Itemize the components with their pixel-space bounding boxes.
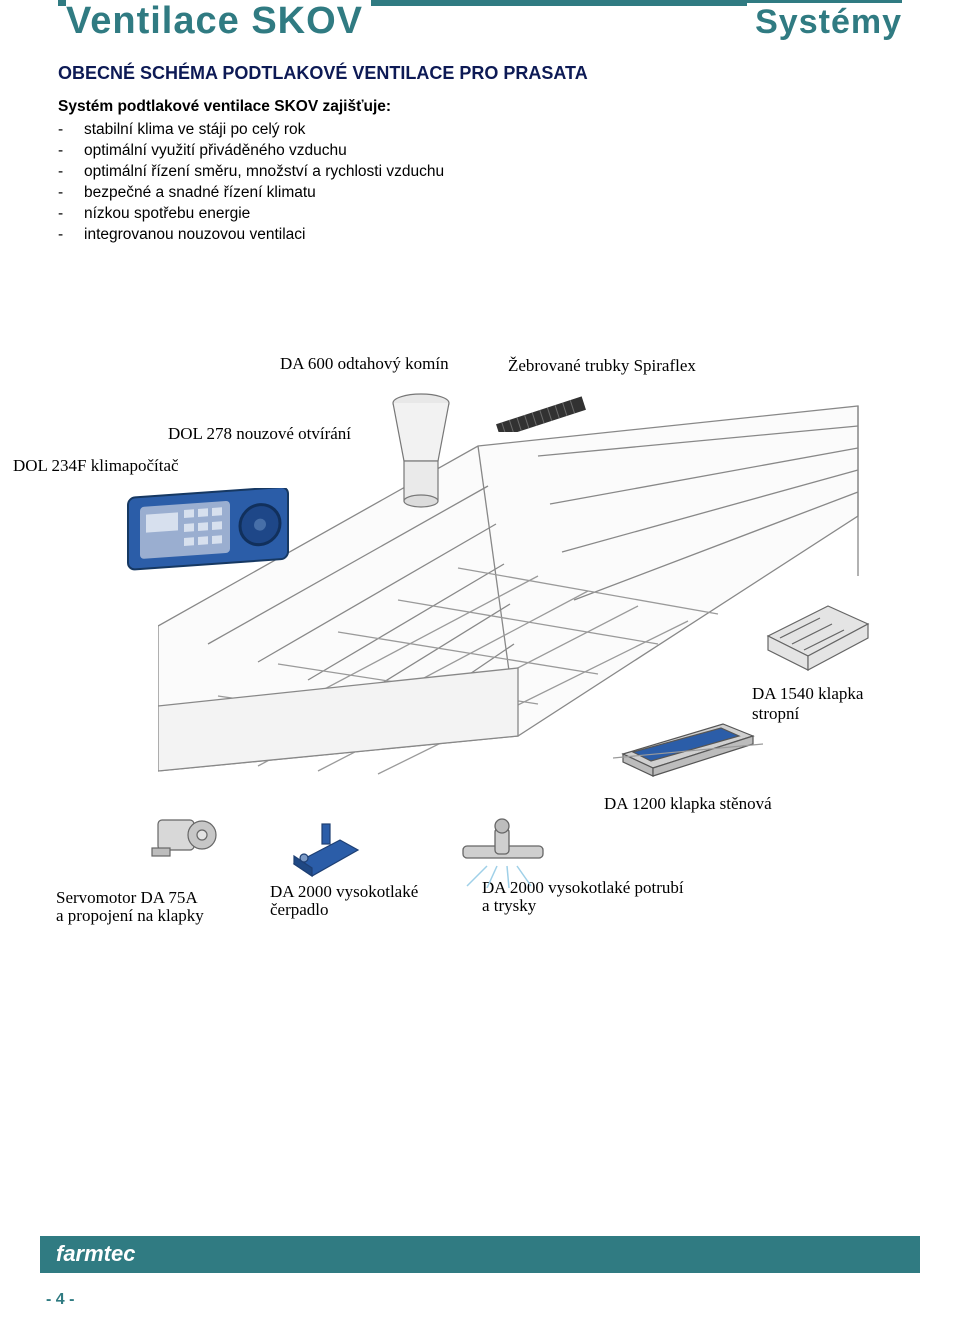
section-title: OBECNÉ SCHÉMA PODTLAKOVÉ VENTILACE PRO P… xyxy=(58,63,902,84)
bullet-text: stabilní klima ve stáji po celý rok xyxy=(84,120,305,141)
bullet-item: -bezpečné a snadné řízení klimatu xyxy=(58,183,902,204)
bullet-item: -optimální řízení směru, množství a rych… xyxy=(58,162,902,183)
bullet-text: optimální využití přiváděného vzduchu xyxy=(84,141,347,162)
ceiling-inlet-icon xyxy=(758,596,878,676)
label-pipes: Žebrované trubky Spiraflex xyxy=(508,356,696,376)
footer-logo: farmtec xyxy=(56,1241,135,1267)
header-title-right: Systémy xyxy=(747,3,902,42)
label-chimney: DA 600 odtahový komín xyxy=(280,354,449,374)
dash-icon: - xyxy=(58,183,84,204)
dash-icon: - xyxy=(58,162,84,183)
dash-icon: - xyxy=(58,141,84,162)
intro-line: Systém podtlakové ventilace SKOV zajišťu… xyxy=(58,98,902,116)
label-pump-l2: čerpadlo xyxy=(270,900,329,920)
label-servo-l2: a propojení na klapky xyxy=(56,906,204,926)
page-number: - 4 - xyxy=(0,1273,960,1323)
bullet-text: integrovanou nouzovou ventilaci xyxy=(84,225,305,246)
controller-icon xyxy=(126,488,296,578)
header-title-left: Ventilace SKOV xyxy=(66,0,371,43)
diagram-area: DA 600 odtahový komín Žebrované trubky S… xyxy=(58,286,902,946)
bullet-item: -optimální využití přiváděného vzduchu xyxy=(58,141,902,162)
bullet-item: -integrovanou nouzovou ventilaci xyxy=(58,225,902,246)
bullet-item: -stabilní klima ve stáji po celý rok xyxy=(58,120,902,141)
bullet-text: optimální řízení směru, množství a rychl… xyxy=(84,162,444,183)
bullet-text: bezpečné a snadné řízení klimatu xyxy=(84,183,316,204)
footer-band: farmtec xyxy=(40,1236,920,1273)
bullet-text: nízkou spotřebu energie xyxy=(84,204,250,225)
bullet-item: -nízkou spotřebu energie xyxy=(58,204,902,225)
label-servo-l1: Servomotor DA 75A xyxy=(56,888,198,908)
servo-icon xyxy=(150,802,220,862)
pump-icon xyxy=(288,818,363,878)
dash-icon: - xyxy=(58,120,84,141)
header-row: Ventilace SKOV Systémy xyxy=(0,0,960,43)
nozzle-icon xyxy=(453,818,553,888)
label-wall-inlet: DA 1200 klapka stěnová xyxy=(604,794,772,814)
label-controller: DOL 234F klimapočítač xyxy=(13,456,179,476)
wall-inlet-icon xyxy=(613,714,763,784)
label-nozzle-l2: a trysky xyxy=(482,896,536,916)
main-content: OBECNÉ SCHÉMA PODTLAKOVÉ VENTILACE PRO P… xyxy=(0,43,960,956)
dash-icon: - xyxy=(58,204,84,225)
label-pump-l1: DA 2000 vysokotlaké xyxy=(270,882,418,902)
dash-icon: - xyxy=(58,225,84,246)
chimney-icon xyxy=(386,391,456,511)
pipe-icon xyxy=(496,392,596,432)
bullet-list: -stabilní klima ve stáji po celý rok -op… xyxy=(58,120,902,246)
